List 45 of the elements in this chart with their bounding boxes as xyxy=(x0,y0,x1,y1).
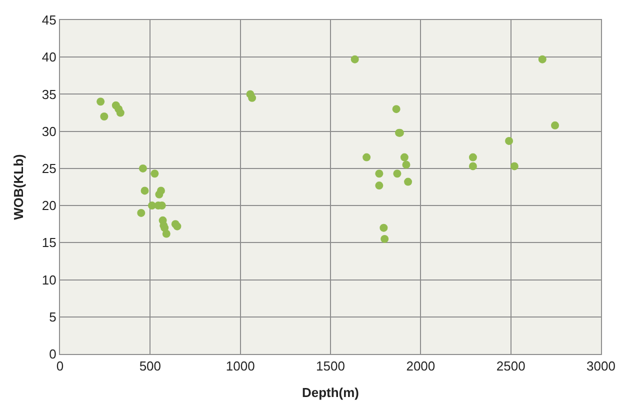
point xyxy=(100,112,108,120)
point xyxy=(510,162,518,170)
point xyxy=(140,186,149,195)
point xyxy=(138,164,147,172)
x-tick-label: 2500 xyxy=(496,358,526,374)
y-tick-label: 10 xyxy=(42,272,56,288)
point xyxy=(393,170,402,178)
point xyxy=(551,121,560,130)
point xyxy=(380,234,389,243)
x-tick-label: 2000 xyxy=(406,358,436,374)
point xyxy=(96,98,105,106)
point xyxy=(350,55,359,64)
y-tick-label: 45 xyxy=(42,12,56,28)
point xyxy=(468,162,477,170)
point xyxy=(375,182,384,190)
point xyxy=(468,153,477,162)
point xyxy=(248,94,256,102)
point xyxy=(375,170,384,178)
point xyxy=(162,230,170,238)
point xyxy=(404,178,412,186)
y-tick-label: 25 xyxy=(42,160,56,176)
x-tick-label: 1000 xyxy=(226,358,255,374)
x-tick-label: 3000 xyxy=(586,358,616,374)
point xyxy=(156,186,165,195)
point xyxy=(116,108,124,117)
x-axis-title: Depth(m) xyxy=(302,385,360,400)
y-tick-label: 20 xyxy=(42,198,56,214)
point xyxy=(538,55,546,64)
x-tick-label: 1500 xyxy=(316,358,345,374)
y-tick-label: 15 xyxy=(42,235,56,250)
x-tick-label: 500 xyxy=(139,358,162,374)
point xyxy=(505,136,514,145)
point xyxy=(402,160,410,169)
point xyxy=(150,170,159,178)
y-tick-label: 35 xyxy=(42,86,56,102)
y-axis-title: WOB(KLb) xyxy=(10,154,26,220)
point xyxy=(362,153,371,162)
y-tick-label: 40 xyxy=(42,50,56,65)
point xyxy=(137,208,146,217)
y-tick-label: 30 xyxy=(42,124,56,139)
y-tick-label: 0 xyxy=(49,346,56,362)
point xyxy=(400,153,408,162)
point xyxy=(392,105,400,114)
y-tick-label: 5 xyxy=(49,309,56,324)
point xyxy=(380,224,388,232)
